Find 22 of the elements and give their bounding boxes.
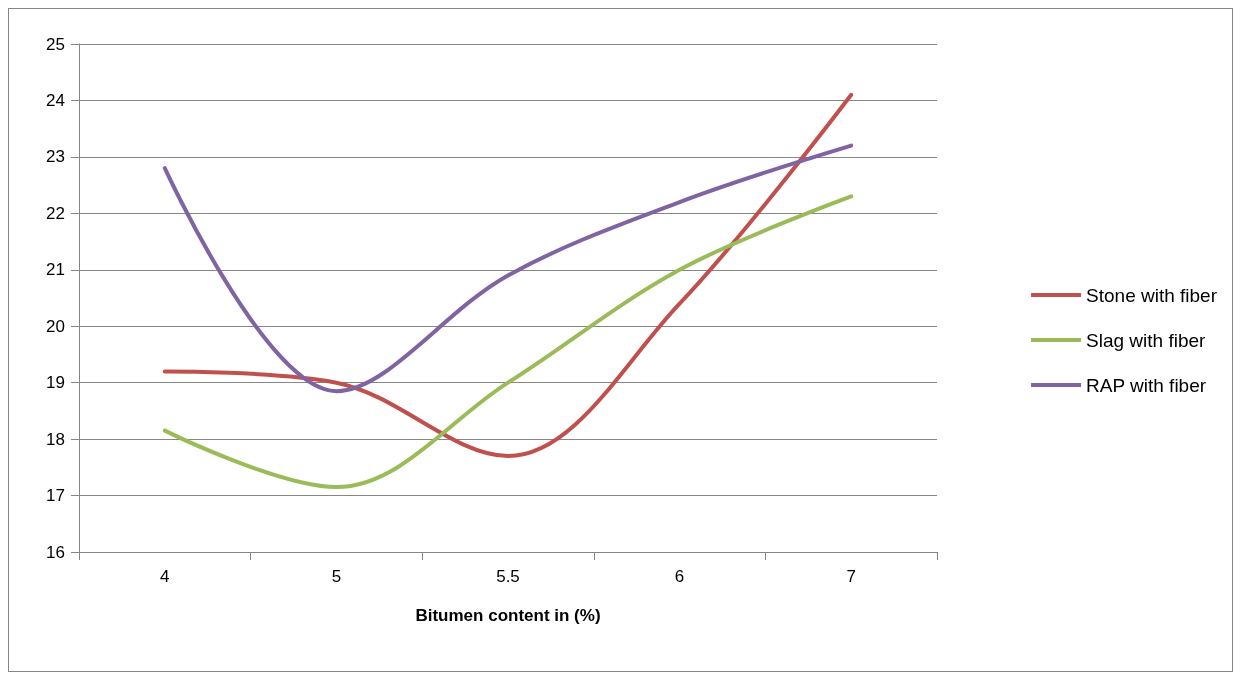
y-tick-label: 21 (46, 260, 65, 280)
legend-label: RAP with fiber (1086, 374, 1207, 396)
y-tick-label: 20 (46, 316, 65, 336)
line-series (162, 194, 854, 490)
legend-label: Slag with fiber (1086, 329, 1207, 351)
y-tick-label: 17 (46, 486, 65, 506)
y-tick-label: 24 (46, 90, 65, 110)
y-tick-label: 16 (46, 542, 65, 562)
y-tick-label: 23 (46, 147, 65, 167)
x-tick-label: 6 (674, 567, 685, 586)
x-tick-label: 7 (846, 567, 856, 586)
line-series (162, 92, 854, 459)
x-tick-label: 5 (331, 567, 342, 586)
x-axis-title: Bitumen content in (%) (415, 606, 601, 625)
y-tick-label: 22 (46, 203, 65, 223)
legend-label: Stone with fiber (1086, 284, 1218, 306)
line-series (162, 143, 854, 394)
y-tick-label: 25 (46, 34, 65, 54)
x-tick-label: 4 (160, 567, 170, 586)
x-tick-label: 5.5 (496, 567, 520, 586)
y-tick-label: 18 (46, 429, 65, 449)
y-tick-label: 19 (46, 373, 65, 393)
